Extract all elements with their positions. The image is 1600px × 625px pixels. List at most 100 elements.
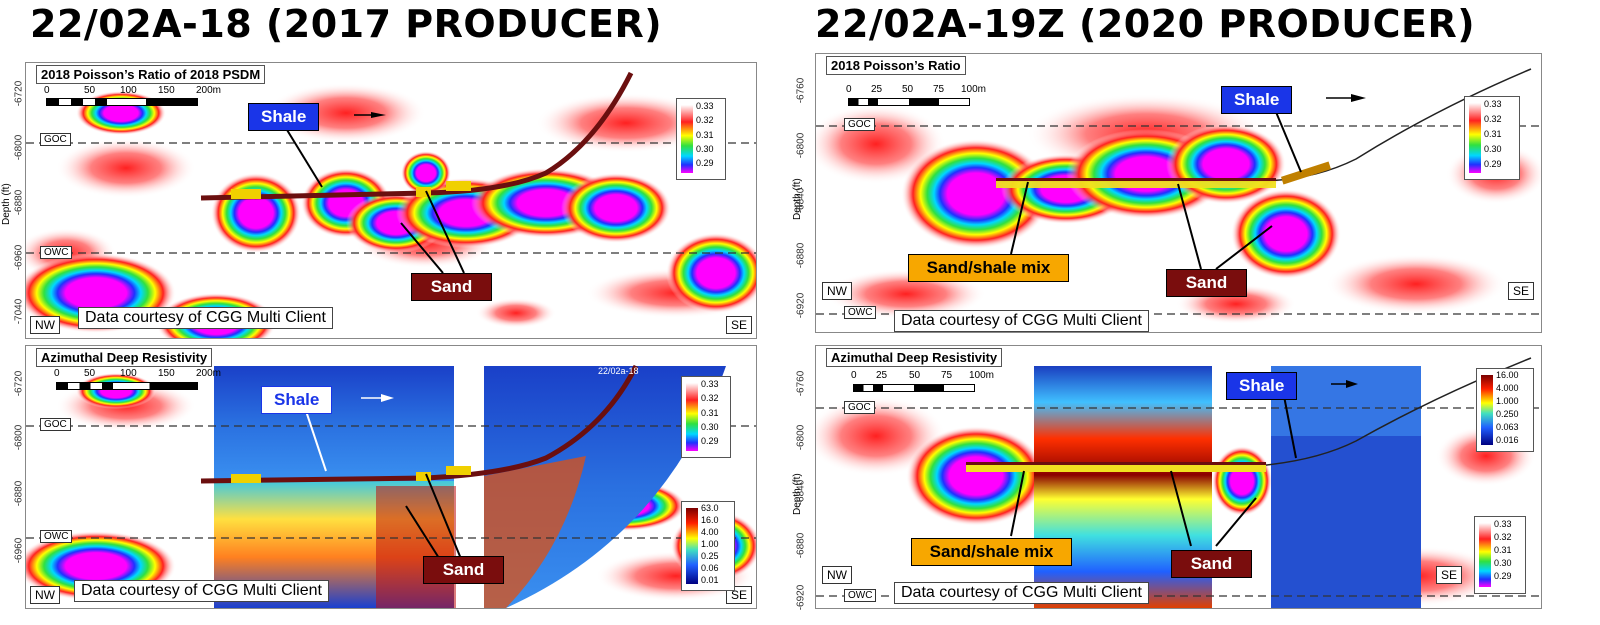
colorbar-tick: 0.33: [696, 101, 714, 111]
depth-tick: -6960: [13, 244, 25, 271]
colorbar-poisson: 0.33 0.32 0.31 0.30 0.29: [1474, 516, 1526, 594]
scale-tick: 0: [54, 368, 60, 379]
scale-tick: 100m: [969, 370, 995, 381]
callout-sand: Sand: [411, 273, 492, 301]
callout-sand-shale-mix: Sand/shale mix: [911, 538, 1072, 566]
data-credit: Data courtesy of CGG Multi Client: [894, 582, 1149, 604]
depth-tick: -6800: [795, 132, 807, 159]
nw-label: NW: [822, 282, 852, 300]
colorbar-tick: 0.29: [696, 158, 714, 168]
scale-tick: 100: [120, 368, 137, 379]
colorbar-tick: 0.29: [1484, 159, 1502, 169]
scale-tick: 0: [44, 85, 50, 96]
depth-tick: -6760: [795, 77, 807, 104]
depth-tick: -6920: [795, 584, 807, 611]
data-credit: Data courtesy of CGG Multi Client: [894, 310, 1149, 332]
depth-tick: -6800: [13, 424, 25, 451]
callout-sand: Sand: [1171, 550, 1252, 578]
colorbar-tick: 0.29: [1494, 571, 1512, 581]
colorbar-tick: 0.31: [696, 130, 714, 140]
owc-label: OWC: [844, 589, 877, 602]
callout-shale: Shale: [1221, 86, 1293, 114]
colorbar-tick: 0.32: [701, 393, 719, 403]
depth-tick: -6800: [795, 424, 807, 451]
colorbar-tick: 16.00: [1496, 370, 1519, 380]
panel-resistivity-left: Azimuthal Deep Resistivity 22/02a-18 0 5…: [25, 345, 757, 609]
colorbar-tick: 0.250: [1496, 409, 1519, 419]
colorbar-tick: 4.00: [701, 527, 719, 537]
colorbar-tick: 0.25: [701, 551, 719, 561]
panel-title: Azimuthal Deep Resistivity: [36, 348, 213, 367]
title-left: 22/02A-18 (2017 PRODUCER): [30, 2, 663, 46]
goc-label: GOC: [844, 401, 875, 414]
colorbar-tick: 0.32: [696, 115, 714, 125]
depth-tick: -6720: [13, 370, 25, 397]
goc-label: GOC: [40, 418, 71, 431]
owc-label: OWC: [844, 306, 877, 319]
colorbar-tick: 0.063: [1496, 422, 1519, 432]
colorbar-tick: 0.30: [701, 422, 719, 432]
callout-sand-shale-mix: Sand/shale mix: [908, 254, 1069, 282]
callout-shale: Shale: [248, 103, 320, 131]
scale-tick: 150: [158, 85, 175, 96]
scale-tick: 50: [84, 85, 96, 96]
se-label: SE: [1508, 282, 1535, 300]
scale-tick: 25: [871, 84, 883, 95]
colorbar-tick: 0.31: [1484, 129, 1502, 139]
owc-label: OWC: [40, 530, 73, 543]
colorbar-tick: 4.000: [1496, 383, 1519, 393]
data-credit: Data courtesy of CGG Multi Client: [74, 580, 329, 602]
colorbar-tick: 0.31: [1494, 545, 1512, 555]
depth-tick: -6880: [795, 242, 807, 269]
colorbar-tick: 0.06: [701, 563, 719, 573]
colorbar-tick: 0.33: [1484, 99, 1502, 109]
depth-tick: -6840: [795, 187, 807, 214]
panel-poisson-right: 2018 Poisson’s Ratio 0 25 50 75 100m GOC…: [815, 53, 1542, 333]
callout-sand: Sand: [423, 556, 504, 584]
scale-bar: 0 25 50 75 100m: [846, 84, 1006, 114]
scale-tick: 0: [851, 370, 857, 381]
depth-tick: -6880: [795, 532, 807, 559]
scale-tick: 50: [84, 368, 96, 379]
depth-tick: -6920: [795, 292, 807, 319]
colorbar-poisson: 0.33 0.32 0.31 0.30 0.29: [681, 376, 731, 458]
colorbar-tick: 0.30: [1494, 558, 1512, 568]
scale-tick: 0: [846, 84, 852, 95]
colorbar-tick: 0.30: [696, 144, 714, 154]
title-right: 22/02A-19Z (2020 PRODUCER): [815, 2, 1476, 46]
well-label: 22/0: [601, 65, 619, 75]
depth-axis-label: Depth (ft): [1, 183, 12, 225]
scale-tick: 150: [158, 368, 175, 379]
well-label: 22/02a-18: [598, 366, 639, 376]
panel-title: 2018 Poisson’s Ratio of 2018 PSDM: [36, 65, 266, 84]
colorbar-tick: 0.01: [701, 575, 719, 585]
nw-label: NW: [30, 586, 60, 604]
colorbar-tick: 0.29: [701, 436, 719, 446]
colorbar-tick: 63.0: [701, 503, 719, 513]
colorbar-tick: 0.32: [1484, 114, 1502, 124]
se-label: SE: [1436, 566, 1463, 584]
colorbar-tick: 0.32: [1494, 532, 1512, 542]
nw-label: NW: [822, 566, 852, 584]
colorbar-resistivity: 63.0 16.0 4.00 1.00 0.25 0.06 0.01: [681, 501, 735, 591]
colorbar-poisson: 0.33 0.32 0.31 0.30 0.29: [1464, 96, 1520, 180]
panel-title: Azimuthal Deep Resistivity: [826, 348, 1003, 367]
scale-tick: 25: [876, 370, 888, 381]
goc-label: GOC: [40, 133, 71, 146]
nw-label: NW: [30, 316, 60, 334]
scale-tick: 100m: [961, 84, 987, 95]
se-label: SE: [726, 316, 753, 334]
callout-shale: Shale: [261, 386, 333, 414]
depth-tick: -6880: [13, 189, 25, 216]
goc-label: GOC: [844, 118, 875, 131]
scale-bar: 0 50 100 150 200m: [54, 368, 224, 398]
colorbar-tick: 0.33: [701, 379, 719, 389]
depth-tick: -6760: [795, 370, 807, 397]
panel-poisson-left: 2018 Poisson’s Ratio of 2018 PSDM 22/0 0…: [25, 62, 757, 339]
colorbar-tick: 0.016: [1496, 435, 1519, 445]
depth-tick: -6880: [13, 480, 25, 507]
callout-sand: Sand: [1166, 269, 1247, 297]
colorbar-tick: 16.0: [701, 515, 719, 525]
scale-bar: 0 25 50 75 100m: [851, 370, 1011, 400]
depth-tick: -6720: [13, 80, 25, 107]
